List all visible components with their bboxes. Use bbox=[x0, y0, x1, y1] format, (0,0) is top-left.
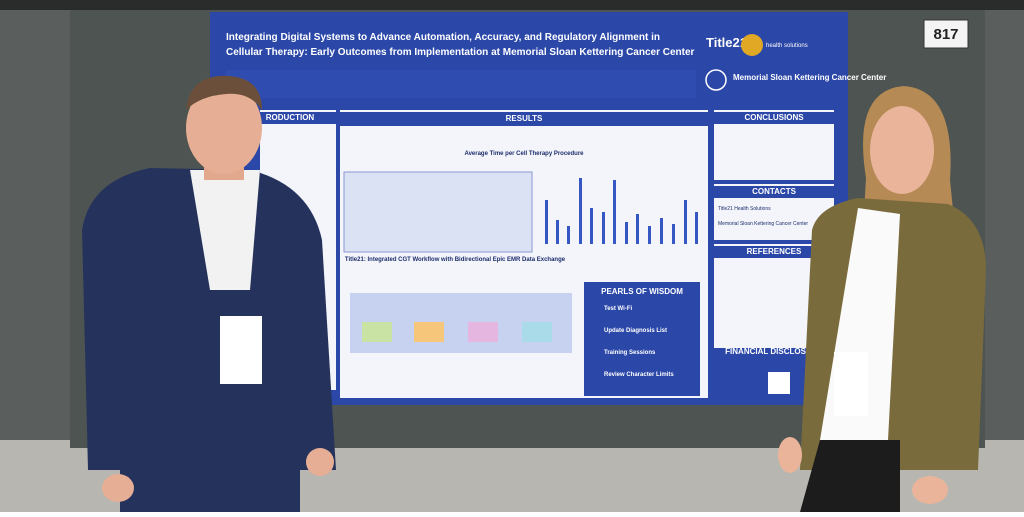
node bbox=[362, 322, 392, 342]
pearl-item: Update Diagnosis List bbox=[604, 328, 667, 334]
person-left bbox=[82, 75, 336, 512]
section-header: FINANCIAL DISCLOSURE bbox=[725, 347, 823, 356]
board-number-box bbox=[923, 19, 969, 49]
pearl-item: Training Sessions bbox=[604, 350, 656, 356]
node bbox=[522, 322, 552, 342]
person-right bbox=[778, 86, 986, 512]
bar-chart bbox=[545, 178, 698, 244]
pearl-item: Test Wi-Fi bbox=[604, 306, 632, 312]
contact: Memorial Sloan Kettering Cancer Center bbox=[718, 221, 808, 227]
frame bbox=[0, 0, 1024, 10]
msk-icon bbox=[705, 69, 727, 91]
logo-sub: health solutions bbox=[766, 43, 808, 49]
section-header: RESULTS bbox=[506, 114, 543, 123]
node bbox=[468, 322, 498, 342]
poster-title: Integrating Digital Systems to Advance A… bbox=[226, 32, 695, 58]
header bbox=[714, 246, 834, 258]
header bbox=[714, 186, 834, 198]
pearl-item: Review Character Limits bbox=[604, 372, 674, 378]
header bbox=[340, 112, 708, 126]
section-header: RODUCTION bbox=[266, 113, 315, 122]
section-header: REFERENCES bbox=[747, 247, 802, 256]
pearls-title: PEARLS OF WISDOM bbox=[601, 287, 683, 296]
contact: Title21 Health Solutions bbox=[718, 206, 771, 212]
qr-code bbox=[768, 372, 790, 394]
logo-badge bbox=[741, 34, 763, 56]
node bbox=[414, 322, 444, 342]
section-header: CONCLUSIONS bbox=[744, 113, 804, 122]
chart-title: Average Time per Cell Therapy Procedure bbox=[464, 151, 584, 157]
workflow-title: Title21: Integrated CGT Workflow with Bi… bbox=[345, 257, 566, 263]
pearls-panel bbox=[584, 282, 700, 396]
section-header: CONTACTS bbox=[752, 187, 797, 196]
msk-logo: Memorial Sloan Kettering Cancer Center bbox=[733, 73, 886, 82]
table bbox=[343, 171, 533, 253]
header bbox=[260, 112, 336, 124]
header bbox=[714, 112, 834, 124]
board-number: 817 bbox=[933, 26, 958, 43]
logo: Title21 bbox=[706, 35, 747, 50]
authors bbox=[226, 70, 696, 98]
